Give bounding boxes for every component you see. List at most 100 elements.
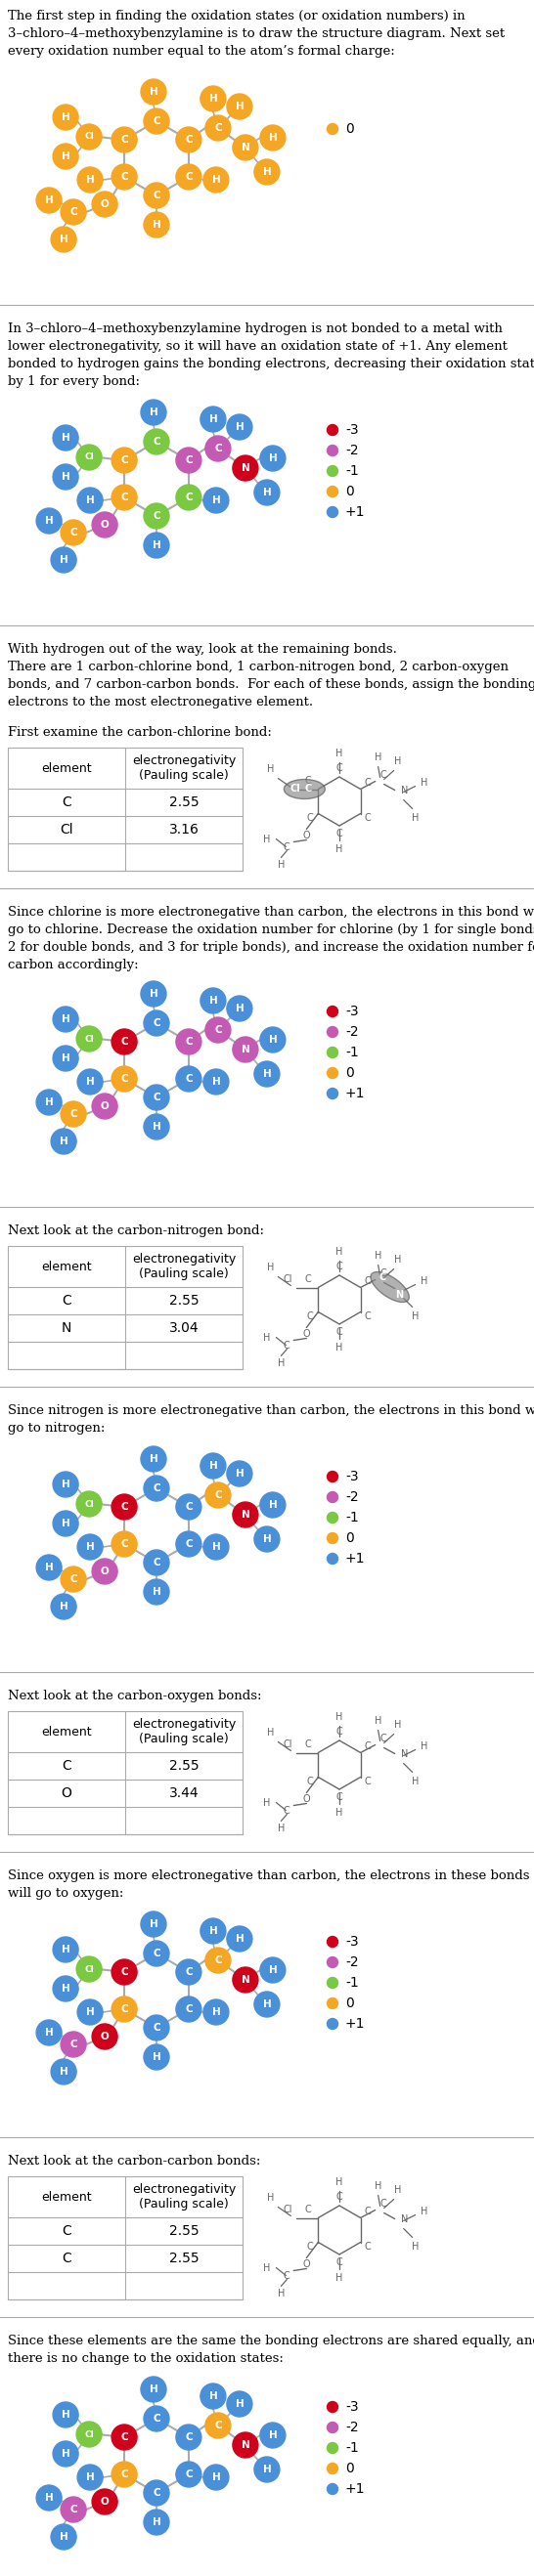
Text: Since chlorine is more electronegative than carbon, the electrons in this bond w: Since chlorine is more electronegative t… bbox=[8, 907, 534, 971]
Text: H: H bbox=[278, 1824, 285, 1832]
Text: Since oxygen is more electronegative than carbon, the electrons in these bonds
w: Since oxygen is more electronegative tha… bbox=[8, 1870, 530, 1899]
Text: N: N bbox=[401, 2215, 408, 2226]
Text: H: H bbox=[152, 1587, 161, 1597]
Circle shape bbox=[112, 165, 137, 191]
Bar bbox=[8, 747, 242, 871]
Circle shape bbox=[112, 448, 137, 474]
Text: H: H bbox=[263, 1332, 270, 1342]
Text: H: H bbox=[412, 1311, 419, 1321]
Text: Cl: Cl bbox=[290, 783, 301, 793]
Circle shape bbox=[176, 2463, 201, 2486]
Text: H: H bbox=[263, 2465, 271, 2476]
Circle shape bbox=[327, 1028, 338, 1038]
Text: H: H bbox=[235, 422, 244, 433]
Circle shape bbox=[327, 1999, 338, 2009]
Text: H: H bbox=[336, 2272, 343, 2282]
Circle shape bbox=[53, 1976, 78, 2002]
Circle shape bbox=[141, 981, 166, 1007]
Text: 3.04: 3.04 bbox=[169, 1321, 199, 1334]
Text: H: H bbox=[235, 1935, 244, 1945]
Text: H: H bbox=[212, 495, 221, 505]
Text: H: H bbox=[235, 100, 244, 111]
Text: -2: -2 bbox=[345, 1955, 358, 1968]
Text: C: C bbox=[62, 796, 71, 809]
Text: H: H bbox=[374, 1252, 382, 1262]
Text: -1: -1 bbox=[345, 1976, 359, 1989]
Text: H: H bbox=[59, 554, 68, 564]
Text: H: H bbox=[86, 495, 95, 505]
Text: C: C bbox=[185, 1038, 192, 1046]
Text: 0: 0 bbox=[345, 2463, 354, 2476]
Circle shape bbox=[53, 425, 78, 451]
Circle shape bbox=[92, 1095, 117, 1118]
Text: Cl: Cl bbox=[84, 2429, 94, 2439]
Text: C: C bbox=[364, 778, 371, 788]
Text: C: C bbox=[380, 1734, 386, 1744]
Text: H: H bbox=[420, 1275, 428, 1285]
Text: N: N bbox=[241, 1046, 250, 1054]
Text: H: H bbox=[61, 1015, 70, 1025]
Circle shape bbox=[200, 989, 226, 1012]
Ellipse shape bbox=[371, 1273, 409, 1303]
Circle shape bbox=[144, 1010, 169, 1036]
Text: N: N bbox=[241, 464, 250, 474]
Text: N: N bbox=[241, 142, 250, 152]
Circle shape bbox=[233, 1038, 258, 1061]
Text: C: C bbox=[185, 1968, 192, 1976]
Text: H: H bbox=[59, 1602, 68, 1613]
Bar bbox=[8, 1247, 242, 1368]
Text: C: C bbox=[153, 116, 160, 126]
Text: C: C bbox=[307, 1311, 313, 1321]
Circle shape bbox=[200, 85, 226, 111]
Text: H: H bbox=[45, 1097, 53, 1108]
Circle shape bbox=[144, 108, 169, 134]
Text: H: H bbox=[45, 1564, 53, 1571]
Text: H: H bbox=[212, 1543, 221, 1551]
Text: C: C bbox=[185, 134, 192, 144]
Text: C: C bbox=[284, 2269, 290, 2280]
Circle shape bbox=[260, 1492, 286, 1517]
Text: H: H bbox=[45, 196, 53, 206]
Circle shape bbox=[53, 464, 78, 489]
Text: H: H bbox=[152, 2053, 161, 2061]
Text: H: H bbox=[150, 1919, 158, 1929]
Text: H: H bbox=[278, 860, 285, 868]
Circle shape bbox=[176, 2424, 201, 2450]
Text: H: H bbox=[45, 515, 53, 526]
Circle shape bbox=[233, 2432, 258, 2458]
Circle shape bbox=[176, 165, 201, 191]
Circle shape bbox=[254, 1528, 280, 1551]
Circle shape bbox=[200, 1453, 226, 1479]
Text: Cl: Cl bbox=[283, 1273, 293, 1283]
Circle shape bbox=[92, 2025, 117, 2050]
Circle shape bbox=[327, 2421, 338, 2432]
Text: N: N bbox=[241, 1976, 250, 1984]
Text: -3: -3 bbox=[345, 1935, 358, 1947]
Text: C: C bbox=[336, 1262, 343, 1273]
Text: C: C bbox=[336, 2257, 343, 2267]
Circle shape bbox=[144, 2481, 169, 2506]
Text: C: C bbox=[336, 1793, 343, 1803]
Circle shape bbox=[77, 487, 103, 513]
Text: element: element bbox=[41, 1260, 92, 1273]
Bar bbox=[8, 1710, 242, 1834]
Circle shape bbox=[144, 2509, 169, 2535]
Text: H: H bbox=[336, 2177, 343, 2187]
Circle shape bbox=[36, 1090, 62, 1115]
Circle shape bbox=[176, 1066, 201, 1092]
Text: 3.44: 3.44 bbox=[169, 1785, 199, 1801]
Text: Cl: Cl bbox=[60, 822, 73, 837]
Circle shape bbox=[144, 2406, 169, 2432]
Circle shape bbox=[51, 2524, 76, 2550]
Text: H: H bbox=[374, 1716, 382, 1726]
Circle shape bbox=[203, 487, 229, 513]
Text: The first step in finding the oxidation states (or oxidation numbers) in
3–chlor: The first step in finding the oxidation … bbox=[8, 10, 505, 57]
Text: -2: -2 bbox=[345, 1492, 358, 1504]
Text: C: C bbox=[185, 173, 192, 183]
Text: C: C bbox=[121, 1038, 128, 1046]
Circle shape bbox=[144, 1551, 169, 1577]
Text: C: C bbox=[70, 1110, 77, 1118]
Circle shape bbox=[233, 456, 258, 482]
Circle shape bbox=[327, 507, 338, 518]
Circle shape bbox=[144, 183, 169, 209]
